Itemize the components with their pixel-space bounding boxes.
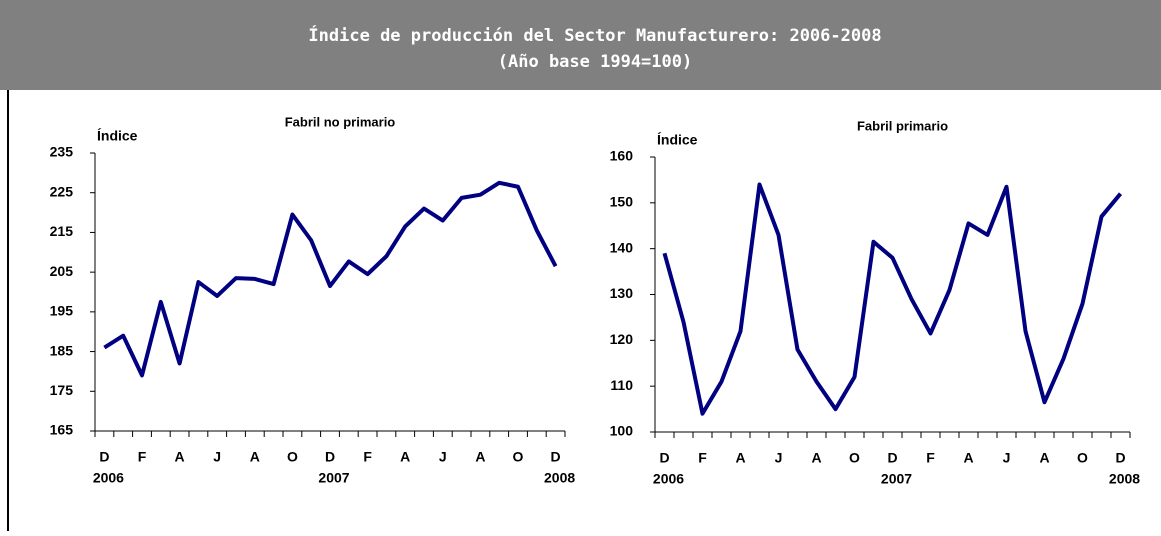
x-tick-label: O — [513, 449, 524, 465]
x-tick-label: O — [287, 449, 298, 465]
y-tick-label: 235 — [50, 144, 74, 160]
header-title: Índice de producción del Sector Manufact… — [308, 24, 881, 46]
x-year-label: 2008 — [1109, 471, 1140, 487]
y-tick-label: 140 — [610, 239, 634, 255]
x-tick-label: F — [698, 450, 707, 466]
x-tick-label: A — [175, 449, 185, 465]
x-tick-label: D — [551, 449, 561, 465]
x-tick-label: A — [1039, 450, 1049, 466]
header-band — [0, 0, 1161, 90]
y-tick-label: 225 — [50, 183, 74, 199]
x-tick-label: D — [887, 450, 897, 466]
x-tick-label: A — [735, 450, 745, 466]
x-tick-label: O — [849, 450, 860, 466]
y-tick-label: 160 — [610, 148, 634, 164]
x-tick-label: J — [439, 449, 447, 465]
x-tick-label: J — [1003, 450, 1011, 466]
x-tick-label: D — [99, 449, 109, 465]
y-tick-label: 195 — [50, 303, 74, 319]
y-tick-label: 185 — [50, 342, 74, 358]
y-tick-label: 215 — [50, 223, 74, 239]
x-year-label: 2008 — [544, 470, 575, 486]
x-tick-label: D — [325, 449, 335, 465]
x-tick-label: A — [400, 449, 410, 465]
x-tick-label: A — [811, 450, 821, 466]
header-subtitle: (Año base 1994=100) — [498, 52, 692, 72]
y-tick-label: 165 — [50, 422, 74, 438]
x-year-label: 2006 — [653, 471, 684, 487]
chart-title: Fabril primario — [857, 118, 948, 133]
x-tick-label: O — [1077, 450, 1088, 466]
x-year-label: 2007 — [318, 470, 349, 486]
x-tick-label: J — [775, 450, 783, 466]
x-tick-label: A — [250, 449, 260, 465]
y-tick-label: 100 — [610, 423, 634, 439]
y-tick-label: 130 — [610, 285, 634, 301]
y-tick-label: 150 — [610, 194, 634, 210]
x-year-label: 2006 — [93, 470, 124, 486]
x-tick-label: J — [213, 449, 221, 465]
x-tick-label: F — [926, 450, 935, 466]
y-tick-label: 120 — [610, 331, 634, 347]
x-tick-label: A — [963, 450, 973, 466]
x-tick-label: F — [363, 449, 372, 465]
y-axis-label: Índice — [657, 132, 698, 148]
x-tick-label: F — [138, 449, 147, 465]
y-tick-label: 205 — [50, 263, 74, 279]
x-tick-label: D — [1115, 450, 1125, 466]
data-line — [662, 182, 1123, 416]
x-tick-label: A — [475, 449, 485, 465]
y-axis-label: Índice — [97, 128, 138, 144]
x-tick-label: D — [659, 450, 669, 466]
chart-title: Fabril no primario — [285, 114, 396, 129]
y-tick-label: 175 — [50, 382, 74, 398]
data-line — [103, 180, 558, 378]
y-tick-label: 110 — [610, 377, 633, 393]
x-year-label: 2007 — [881, 471, 912, 487]
